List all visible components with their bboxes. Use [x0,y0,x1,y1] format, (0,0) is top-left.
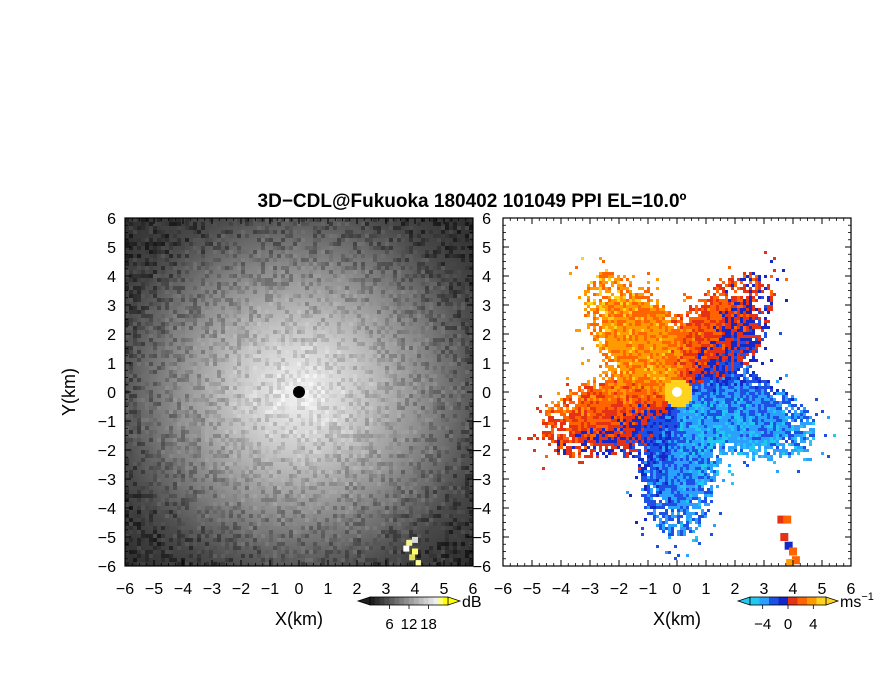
x-tick-label: −1 [639,581,657,598]
colorbar-tick-label: 12 [401,616,418,633]
y-axis-label: Y(km) [59,368,79,416]
y-tick-label: −3 [473,472,491,489]
x-tick-label: 5 [440,581,449,598]
velocity-pixels [518,251,836,566]
x-tick-label: −2 [232,581,250,598]
x-tick-label: 5 [818,581,827,598]
reflectivity-unit: dB [462,594,482,611]
x-tick-label: −5 [145,581,163,598]
x-tick-label: 0 [295,581,304,598]
x-tick-label: −4 [174,581,192,598]
y-tick-label: 2 [107,327,116,344]
right-tick-marks [502,217,852,567]
colorbar-tick-label: 4 [809,616,817,633]
y-tick-label: −5 [98,530,116,547]
x-tick-label: 3 [382,581,391,598]
reflectivity-panel: −6 −5 −4 −3 −2 −1 0 1 2 3 4 5 6 6543210−1−2−3−4−5−6 … [59,211,491,633]
y-tick-label: −4 [98,501,116,518]
y-tick-label: 5 [482,240,491,257]
reflectivity-hotspot [403,536,421,566]
x-tick-label: −3 [581,581,599,598]
y-tick-label: −2 [98,443,116,460]
y-tick-label: 3 [482,298,491,315]
x-tick-label: 4 [789,581,798,598]
x-tick-label: −6 [116,581,134,598]
velocity-colorbar-ticks: −4 0 4 [754,605,818,633]
y-tick-label: 6 [482,211,491,228]
x-tick-label: 1 [702,581,711,598]
y-tick-label: 6 [107,211,116,228]
y-tick-label: 4 [107,269,116,286]
right-x-axis-label: X(km) [653,609,701,629]
y-tick-label: −5 [473,530,491,547]
y-tick-label: 4 [482,269,491,286]
x-tick-label: −5 [523,581,541,598]
right-x-tick-labels: −6 −5 −4 −3 −2 −1 0 1 2 3 4 5 6 [494,581,856,598]
y-tick-label: 1 [482,356,491,373]
left-y-tick-labels: 6 5 4 3 2 1 0 −1 −2 −3 −4 −5 −6 [98,211,116,576]
colorbar-tick-label: 18 [420,616,437,633]
y-tick-label: −6 [98,559,116,576]
y-tick-label: 1 [107,356,116,373]
x-tick-label: −4 [552,581,570,598]
x-tick-label: −1 [261,581,279,598]
y-tick-label: −3 [98,472,116,489]
y-tick-label: 5 [107,240,116,257]
y-tick-label: −4 [473,501,491,518]
x-tick-label: 6 [847,581,856,598]
y-tick-label: 3 [107,298,116,315]
x-tick-label: 1 [324,581,333,598]
x-tick-label: −3 [203,581,221,598]
y-tick-label: −6 [473,559,491,576]
reflectivity-colorbar-ticks: 6 12 18 [385,605,437,633]
y-tick-label: −1 [473,414,491,431]
x-tick-label: 2 [731,581,740,598]
velocity-colorbar [736,596,840,606]
reflectivity-colorbar [356,596,462,606]
x-tick-label: −6 [494,581,512,598]
chart-title: 3D−CDL@Fukuoka 180402 101049 PPI EL=10.0… [258,191,687,212]
y-tick-label: 2 [482,327,491,344]
y-tick-label: −1 [98,414,116,431]
x-tick-label: 2 [353,581,362,598]
velocity-panel: −6 −5 −4 −3 −2 −1 0 1 2 3 4 5 6 X(km) −4 0 4 ms−1 [494,217,874,633]
reflectivity-pixels [125,218,473,566]
radar-center-marker [293,386,305,398]
left-x-tick-labels: −6 −5 −4 −3 −2 −1 0 1 2 3 4 5 6 [116,581,478,598]
y-tick-label: 0 [107,385,116,402]
colorbar-tick-label: 6 [385,616,393,633]
middle-y-tick-labels: 6 5 4 3 2 1 0 −1 −2 −3 −4 −5 −6 [473,211,491,576]
x-tick-label: 3 [760,581,769,598]
x-tick-label: −2 [610,581,628,598]
colorbar-tick-label: −4 [754,616,771,633]
left-x-axis-label: X(km) [275,609,323,629]
x-tick-label: 6 [469,581,478,598]
y-tick-label: −2 [473,443,491,460]
x-tick-label: 4 [411,581,420,598]
velocity-center-marker [672,387,682,397]
velocity-unit: ms−1 [840,591,874,611]
colorbar-tick-label: 0 [784,616,792,633]
x-tick-label: 0 [673,581,682,598]
y-tick-label: 0 [482,385,491,402]
left-tick-marks [124,217,474,567]
